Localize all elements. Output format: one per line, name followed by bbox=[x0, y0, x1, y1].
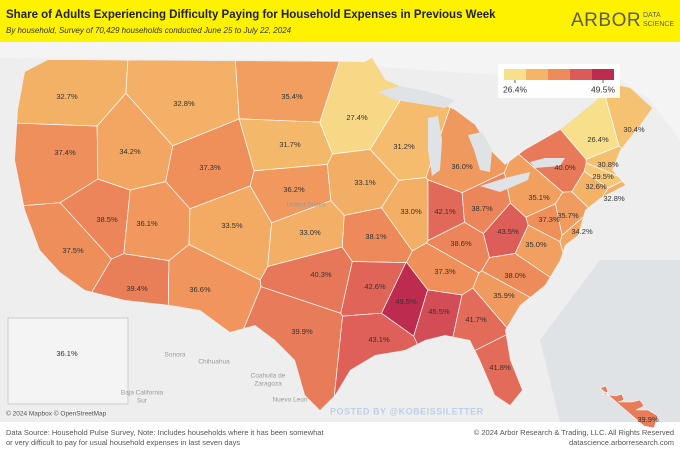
place-label: Zaragoza bbox=[254, 381, 282, 388]
watermark: POSTED BY @KOBEISSILETTER bbox=[330, 406, 484, 416]
value-label: 37.3% bbox=[538, 215, 560, 224]
value-label: 37.4% bbox=[54, 148, 76, 157]
alaska-inset bbox=[7, 317, 129, 405]
value-label: 42.6% bbox=[364, 282, 386, 291]
value-label: 36.6% bbox=[189, 285, 211, 294]
value-label: 37.5% bbox=[62, 246, 84, 255]
place-label: Nuevo Leon bbox=[272, 397, 307, 404]
legend-label: 49.5% bbox=[591, 84, 616, 94]
value-label: 33.0% bbox=[299, 228, 321, 237]
value-label: 38.5% bbox=[96, 215, 118, 224]
value-label: 33.0% bbox=[400, 207, 422, 216]
value-label: 40.0% bbox=[554, 163, 576, 172]
attribution: © 2024 Mapbox © OpenStreetMap bbox=[6, 410, 107, 418]
lake bbox=[480, 172, 530, 192]
lake bbox=[468, 132, 492, 172]
brand-sub: SCIENCE bbox=[643, 21, 674, 28]
place-label: Coahuila de bbox=[251, 373, 286, 380]
value-label: 39.4% bbox=[126, 284, 148, 293]
lake bbox=[530, 158, 565, 168]
website: datascience.arborresearch.com bbox=[569, 438, 674, 447]
value-label: 30.8% bbox=[597, 160, 619, 169]
source-note: Data Source: Household Pulse Survey, Not… bbox=[6, 428, 324, 437]
value-label: 29.5% bbox=[592, 172, 614, 181]
legend-label: 26.4% bbox=[503, 84, 528, 94]
lake bbox=[378, 86, 455, 108]
value-label: 35.1% bbox=[528, 193, 550, 202]
value-label: 31.2% bbox=[393, 142, 415, 151]
legend-swatch bbox=[570, 69, 592, 80]
value-label: 32.8% bbox=[173, 99, 195, 108]
value-label: 26.4% bbox=[587, 135, 609, 144]
value-label: 38.6% bbox=[450, 239, 472, 248]
value-label: 36.2% bbox=[283, 185, 305, 194]
value-label: 36.1% bbox=[136, 219, 158, 228]
value-label: 40.3% bbox=[310, 270, 332, 279]
value-label: 37.3% bbox=[199, 163, 221, 172]
value-label: 38.7% bbox=[471, 204, 493, 213]
value-label: 33.1% bbox=[354, 178, 376, 187]
value-label: 43.5% bbox=[497, 227, 519, 236]
value-label: 37.3% bbox=[434, 267, 456, 276]
value-label: 42.1% bbox=[434, 207, 456, 216]
value-label: 30.4% bbox=[623, 125, 645, 134]
brand-name: ARBOR bbox=[571, 10, 641, 31]
place-label: Baja California bbox=[121, 390, 164, 397]
title: Share of Adults Experiencing Difficulty … bbox=[6, 9, 496, 21]
value-label: 35.4% bbox=[281, 92, 303, 101]
value-label: 34.2% bbox=[571, 227, 593, 236]
value-label: 36.1% bbox=[56, 349, 78, 358]
copyright: © 2024 Arbor Research & Trading, LLC. Al… bbox=[474, 428, 674, 437]
value-label: 35.7% bbox=[557, 211, 579, 220]
value-label: 32.7% bbox=[56, 92, 78, 101]
place-label: Sonora bbox=[165, 352, 186, 359]
value-label: 41.7% bbox=[465, 315, 487, 324]
value-label: 41.8% bbox=[489, 363, 511, 372]
place-label: United States bbox=[286, 202, 326, 209]
legend-swatch bbox=[504, 69, 526, 80]
value-label: 32.8% bbox=[603, 194, 625, 203]
brand-sub: DATA bbox=[643, 12, 661, 19]
lake bbox=[428, 116, 442, 176]
value-label: 45.5% bbox=[428, 307, 450, 316]
subtitle: By household, Survey of 70,429 household… bbox=[6, 26, 292, 35]
value-label: 38.0% bbox=[504, 271, 526, 280]
legend-swatch bbox=[526, 69, 548, 80]
legend-swatch bbox=[548, 69, 570, 80]
place-label: Sur bbox=[137, 398, 148, 405]
value-label: 32.6% bbox=[585, 182, 607, 191]
value-label: 36.0% bbox=[451, 162, 473, 171]
value-label: 35.9% bbox=[493, 291, 515, 300]
value-label: 27.4% bbox=[346, 113, 368, 122]
value-label: 31.7% bbox=[279, 140, 301, 149]
value-label: 49.5% bbox=[395, 297, 417, 306]
value-label: 39.9% bbox=[291, 327, 313, 336]
header-band bbox=[0, 0, 680, 42]
value-label: 38.1% bbox=[365, 232, 387, 241]
value-label: 34.2% bbox=[119, 147, 141, 156]
source-note: or very difficult to pay for usual house… bbox=[6, 438, 240, 447]
value-label: 43.1% bbox=[368, 335, 390, 344]
place-label: Chihuahua bbox=[198, 359, 230, 366]
legend-swatch bbox=[592, 69, 614, 80]
region bbox=[599, 385, 659, 429]
value-label: 33.5% bbox=[221, 221, 243, 230]
value-label: 35.0% bbox=[525, 240, 547, 249]
value-label: 39.9% bbox=[637, 415, 659, 424]
ocean bbox=[540, 260, 680, 422]
